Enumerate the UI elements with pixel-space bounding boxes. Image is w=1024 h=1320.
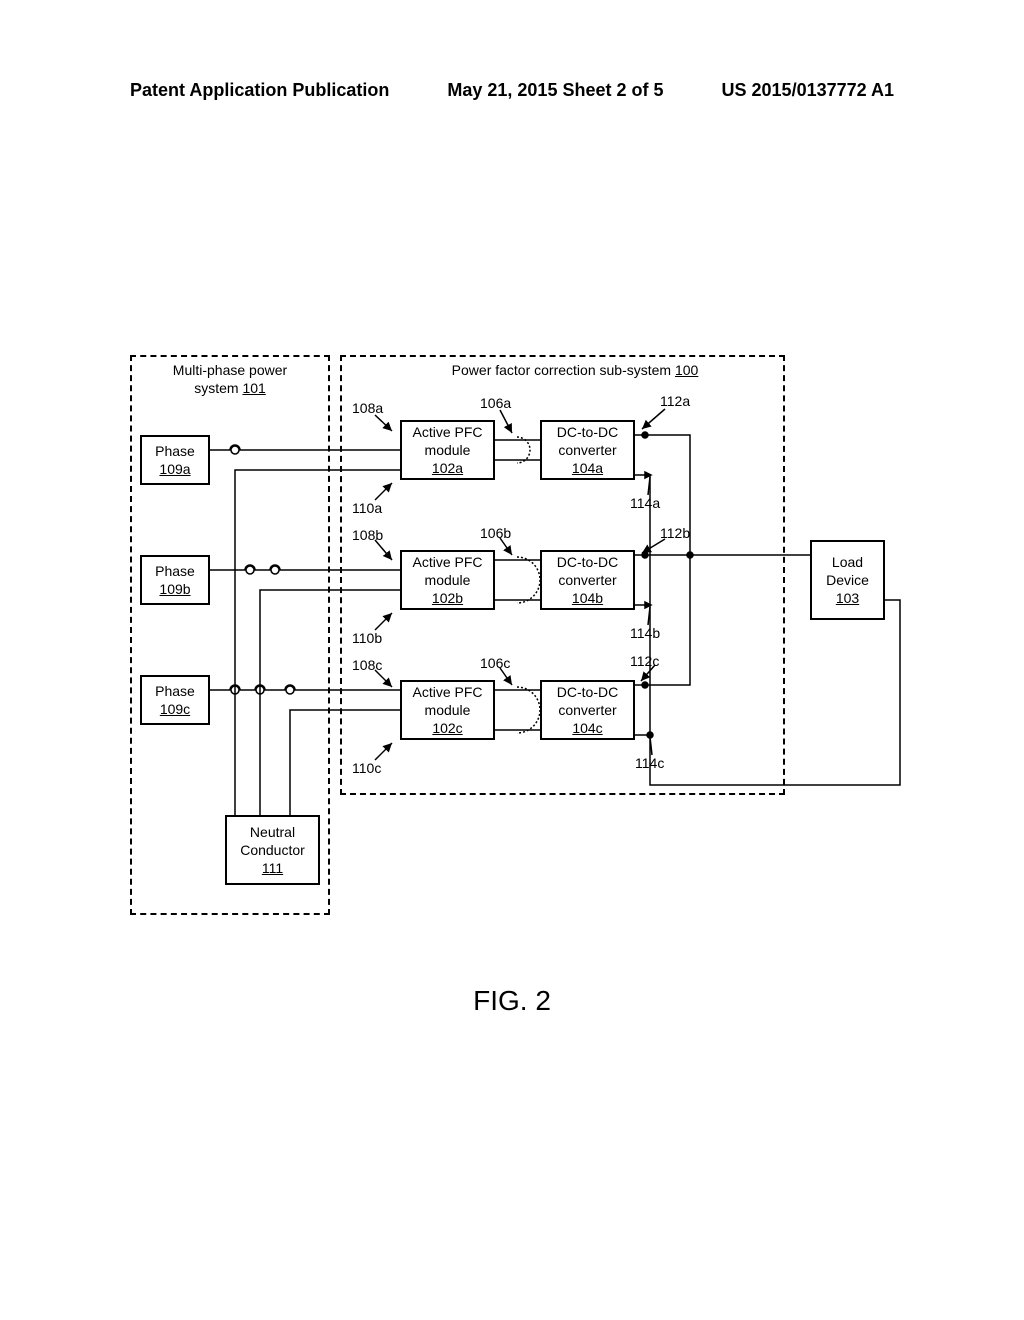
pfc-module-c: Active PFC module 102c: [400, 680, 495, 740]
page-header: Patent Application Publication May 21, 2…: [0, 80, 1024, 101]
ref-110b: 110b: [352, 630, 382, 646]
ref-106c: 106c: [480, 655, 510, 671]
ref-112c: 112c: [630, 653, 659, 669]
ref-106a: 106a: [480, 395, 511, 411]
diagram: Multi-phase power system 101 Phase 109a …: [130, 355, 900, 925]
pfc-subsystem-title: Power factor correction sub-system 100: [390, 361, 760, 379]
phase-c-box: Phase 109c: [140, 675, 210, 725]
figure-caption: FIG. 2: [0, 985, 1024, 1017]
header-left: Patent Application Publication: [130, 80, 389, 101]
ref-108c: 108c: [352, 657, 382, 673]
ref-114a: 114a: [630, 495, 660, 511]
ref-108a: 108a: [352, 400, 383, 416]
load-box: Load Device 103: [810, 540, 885, 620]
phase-b-box: Phase 109b: [140, 555, 210, 605]
phase-a-box: Phase 109a: [140, 435, 210, 485]
ref-114b: 114b: [630, 625, 660, 641]
ref-114c: 114c: [635, 755, 664, 771]
pfc-module-b: Active PFC module 102b: [400, 550, 495, 610]
ref-112a: 112a: [660, 393, 690, 409]
ref-112b: 112b: [660, 525, 690, 541]
dc-converter-c: DC-to-DC converter 104c: [540, 680, 635, 740]
ref-108b: 108b: [352, 527, 383, 543]
ref-110a: 110a: [352, 500, 382, 516]
power-system-title: Multi-phase power system 101: [150, 361, 310, 397]
header-right: US 2015/0137772 A1: [722, 80, 894, 101]
header-center: May 21, 2015 Sheet 2 of 5: [447, 80, 663, 101]
dc-converter-b: DC-to-DC converter 104b: [540, 550, 635, 610]
pfc-module-a: Active PFC module 102a: [400, 420, 495, 480]
ref-110c: 110c: [352, 760, 381, 776]
dc-converter-a: DC-to-DC converter 104a: [540, 420, 635, 480]
ref-106b: 106b: [480, 525, 511, 541]
neutral-box: Neutral Conductor 111: [225, 815, 320, 885]
